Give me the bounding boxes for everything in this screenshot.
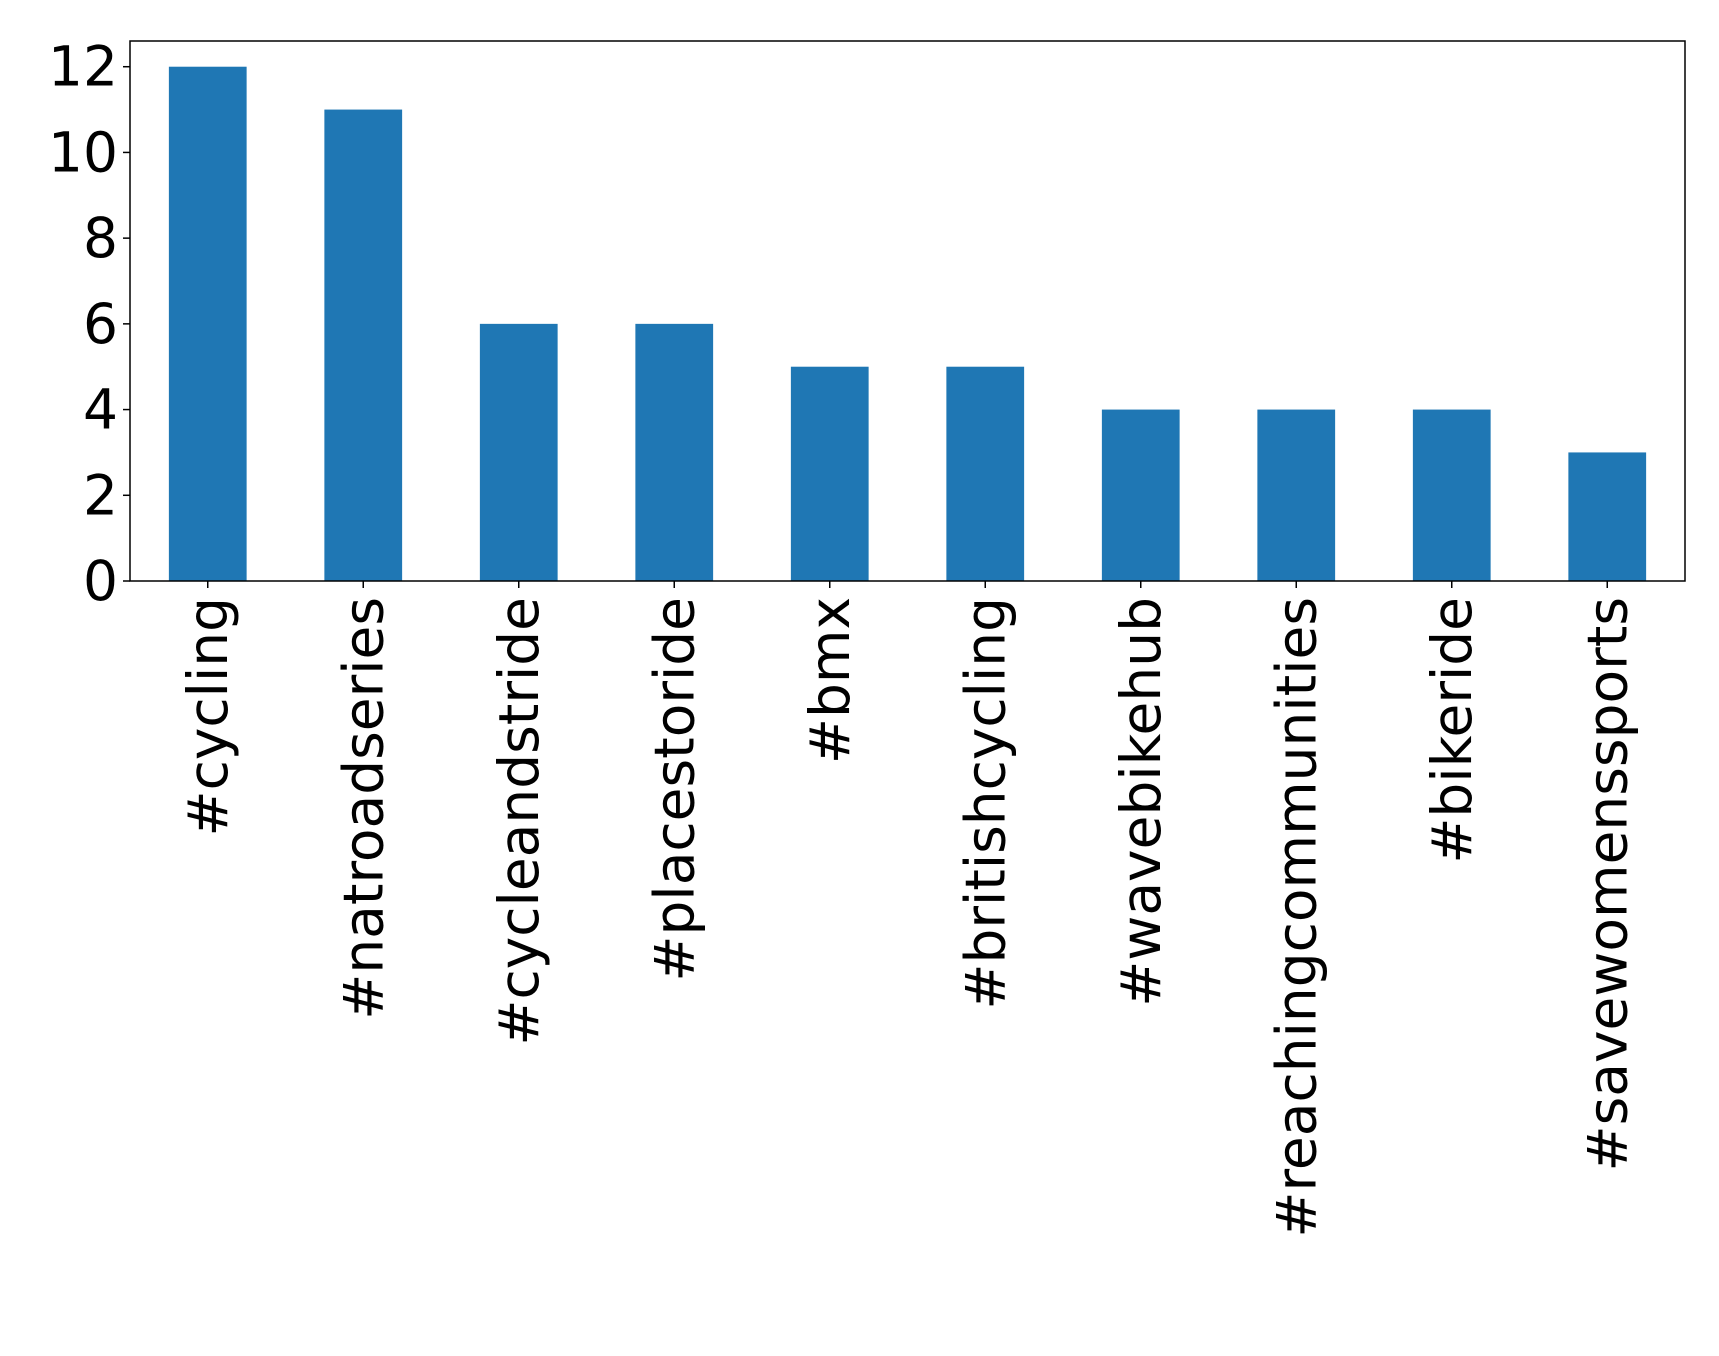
- y-tick-label: 10: [48, 120, 118, 184]
- bar: [1412, 409, 1491, 581]
- x-tick-label: #britishcycling: [953, 597, 1017, 1010]
- bars-group: [168, 66, 1647, 582]
- x-tick-label: #reachingcommunities: [1264, 597, 1328, 1238]
- bar: [946, 366, 1025, 581]
- bar: [168, 66, 247, 581]
- plot-frame: [129, 40, 1686, 582]
- bar: [1257, 409, 1336, 581]
- bar: [324, 109, 403, 582]
- bar: [479, 323, 558, 581]
- x-tick-label: #wavebikehub: [1109, 597, 1173, 1007]
- bar: [1568, 452, 1647, 581]
- x-tick-label: #cycleandstride: [487, 597, 551, 1046]
- bar: [1101, 409, 1180, 581]
- y-tick-label: 2: [83, 463, 118, 527]
- y-tick-label: 8: [83, 206, 118, 270]
- y-tick-label: 4: [83, 378, 118, 442]
- bar: [635, 323, 714, 581]
- x-tick-label: #cycling: [176, 597, 240, 836]
- x-tick-label: #placestoride: [642, 597, 706, 982]
- x-tick-label: #bikeride: [1420, 597, 1484, 864]
- y-tick-label: 6: [83, 292, 118, 356]
- x-axis: #cycling #natroadseries #cycleandstride #pl…: [176, 581, 1639, 1238]
- y-axis: 0 2 4 6 8 10 12: [48, 35, 130, 613]
- x-tick-label: #natroadseries: [331, 597, 395, 1020]
- x-tick-label: #bmx: [798, 597, 862, 764]
- y-tick-label: 0: [83, 549, 118, 613]
- bar: [790, 366, 869, 581]
- y-tick-label: 12: [48, 35, 118, 99]
- x-tick-label: #savewomenssports: [1575, 597, 1639, 1171]
